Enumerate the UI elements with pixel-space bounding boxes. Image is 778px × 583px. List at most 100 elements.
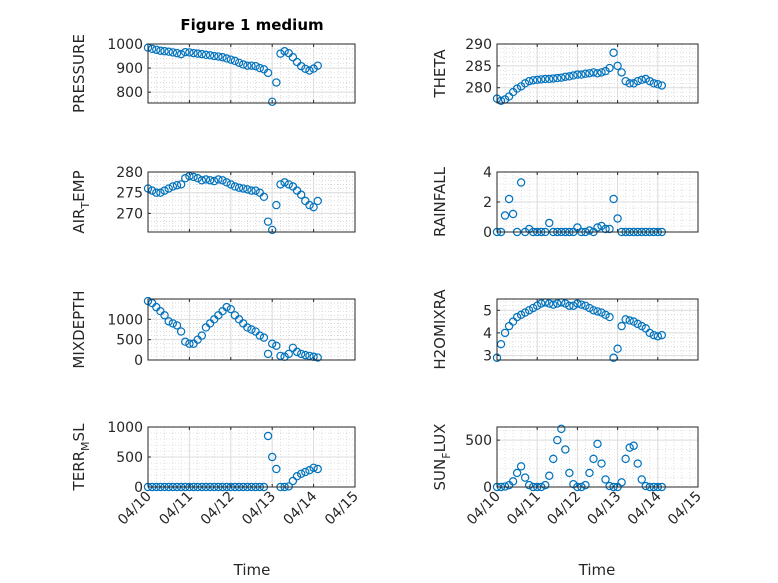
data-point	[637, 321, 646, 331]
data-point	[545, 74, 554, 84]
plot-area	[497, 427, 698, 487]
data-point	[255, 63, 264, 73]
data-point	[193, 174, 202, 183]
data-point	[292, 347, 302, 357]
data-point	[585, 226, 594, 235]
data-point	[272, 341, 281, 350]
y-tick-label: 0	[134, 353, 143, 369]
data-point	[613, 214, 622, 223]
axes-box	[147, 43, 356, 104]
y-tick-label: 900	[116, 61, 143, 77]
data-point	[637, 475, 646, 484]
data-point	[504, 194, 514, 204]
data-point	[601, 224, 610, 234]
data-point	[313, 353, 322, 362]
y-tick-label: 4	[483, 326, 492, 342]
data-point	[520, 308, 530, 317]
data-point	[301, 350, 310, 360]
x-tick-label: 04/11	[156, 489, 196, 529]
data-point	[549, 300, 558, 309]
data-point	[629, 317, 638, 326]
data-point	[226, 55, 235, 64]
data-point	[617, 68, 626, 77]
y-tick-label: 3	[483, 348, 492, 364]
data-point	[545, 299, 554, 308]
data-point	[201, 50, 211, 60]
data-point	[653, 332, 663, 341]
x-tick-label: 04/15	[665, 489, 705, 529]
data-point	[597, 308, 606, 317]
data-point	[243, 185, 252, 194]
data-point	[160, 311, 169, 320]
data-point	[508, 477, 518, 486]
data-point	[625, 316, 634, 325]
data-point	[577, 70, 586, 79]
data-point	[181, 174, 190, 183]
data-point	[226, 304, 235, 314]
data-point	[164, 317, 173, 326]
data-point	[284, 180, 293, 189]
data-point	[272, 200, 281, 210]
data-point	[185, 171, 194, 181]
data-point	[263, 349, 273, 359]
data-point	[160, 186, 169, 195]
data-point	[147, 44, 157, 54]
data-point	[288, 476, 298, 486]
data-point	[181, 47, 190, 57]
data-point	[305, 466, 314, 475]
data-point	[284, 482, 293, 491]
data-point	[633, 459, 642, 468]
y-tick-label: 0	[483, 480, 492, 496]
data-point	[176, 180, 186, 189]
y-axis-label: AIRTEMP	[70, 170, 92, 233]
data-point	[537, 299, 546, 308]
data-point	[593, 69, 602, 78]
data-point	[176, 49, 186, 59]
y-tick-label: 280	[116, 165, 143, 181]
data-point	[589, 306, 598, 315]
data-point	[259, 333, 269, 342]
data-point	[301, 64, 310, 74]
data-point	[268, 225, 277, 235]
y-tick-label: 290	[465, 37, 492, 53]
data-point	[214, 52, 223, 61]
data-point	[301, 467, 310, 477]
data-point	[585, 468, 594, 478]
data-point	[545, 218, 554, 228]
x-tick-label: 04/14	[281, 488, 321, 528]
data-point	[561, 299, 570, 308]
data-point	[243, 61, 252, 70]
data-point	[234, 183, 244, 192]
data-point	[605, 481, 614, 491]
y-tick-label: 0	[483, 225, 492, 241]
data-point	[609, 48, 618, 57]
y-axis-label: TERRMSL	[70, 423, 92, 492]
axes-box	[496, 43, 699, 104]
data-point	[641, 481, 650, 491]
data-point	[533, 301, 542, 310]
data-point	[597, 459, 606, 468]
data-point	[197, 176, 207, 185]
data-point	[557, 424, 566, 434]
data-point	[637, 75, 646, 85]
data-point	[296, 469, 306, 478]
data-point	[255, 331, 264, 340]
y-tick-label: 270	[116, 206, 143, 222]
data-point	[541, 74, 550, 84]
data-point	[528, 303, 538, 313]
data-point	[247, 61, 256, 70]
data-point	[657, 81, 667, 90]
y-tick-label: 800	[116, 85, 143, 101]
data-point	[645, 76, 654, 86]
data-point	[193, 49, 202, 58]
data-point	[259, 192, 269, 202]
data-point	[210, 176, 219, 186]
data-point	[168, 319, 178, 328]
data-point	[524, 76, 534, 86]
y-tick-label: 0	[134, 480, 143, 496]
x-tick-label: 04/12	[198, 489, 238, 529]
data-point	[230, 56, 240, 66]
data-point	[621, 76, 630, 86]
data-point	[613, 61, 622, 71]
